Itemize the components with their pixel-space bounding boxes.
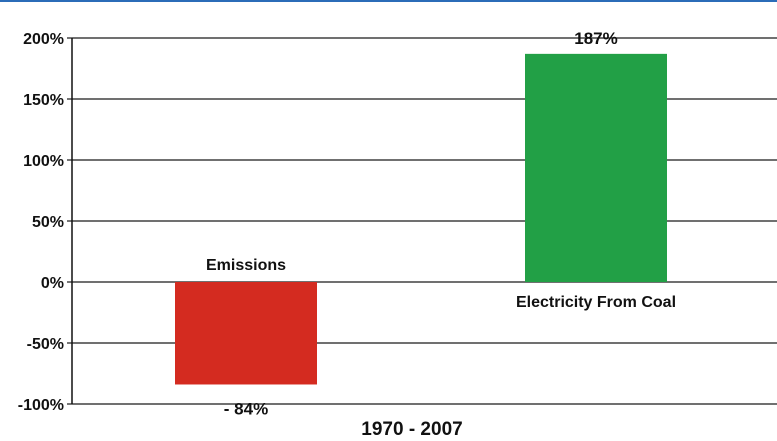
y-tick-label: 0% <box>41 275 64 292</box>
bar-labels: - 84% Emissions 187% Electricity From Coal <box>206 29 676 419</box>
y-tick-label: 150% <box>23 92 64 109</box>
y-tick-label: -100% <box>18 397 64 414</box>
y-tick-label: 200% <box>23 31 64 48</box>
bar-emissions <box>175 282 317 385</box>
y-axis-ticks: 200% 150% 100% 50% 0% -50% -100% <box>18 31 72 414</box>
y-tick-label: 50% <box>32 214 64 231</box>
y-tick-label: 100% <box>23 153 64 170</box>
category-label: Electricity From Coal <box>516 294 676 311</box>
bar-electricity-from-coal <box>525 53 667 282</box>
data-label: - 84% <box>224 399 268 418</box>
bars <box>175 53 667 385</box>
category-label: Emissions <box>206 257 286 274</box>
y-tick-label: -50% <box>27 336 64 353</box>
x-axis-label: 1970 - 2007 <box>361 419 462 440</box>
data-label: 187% <box>574 29 617 48</box>
